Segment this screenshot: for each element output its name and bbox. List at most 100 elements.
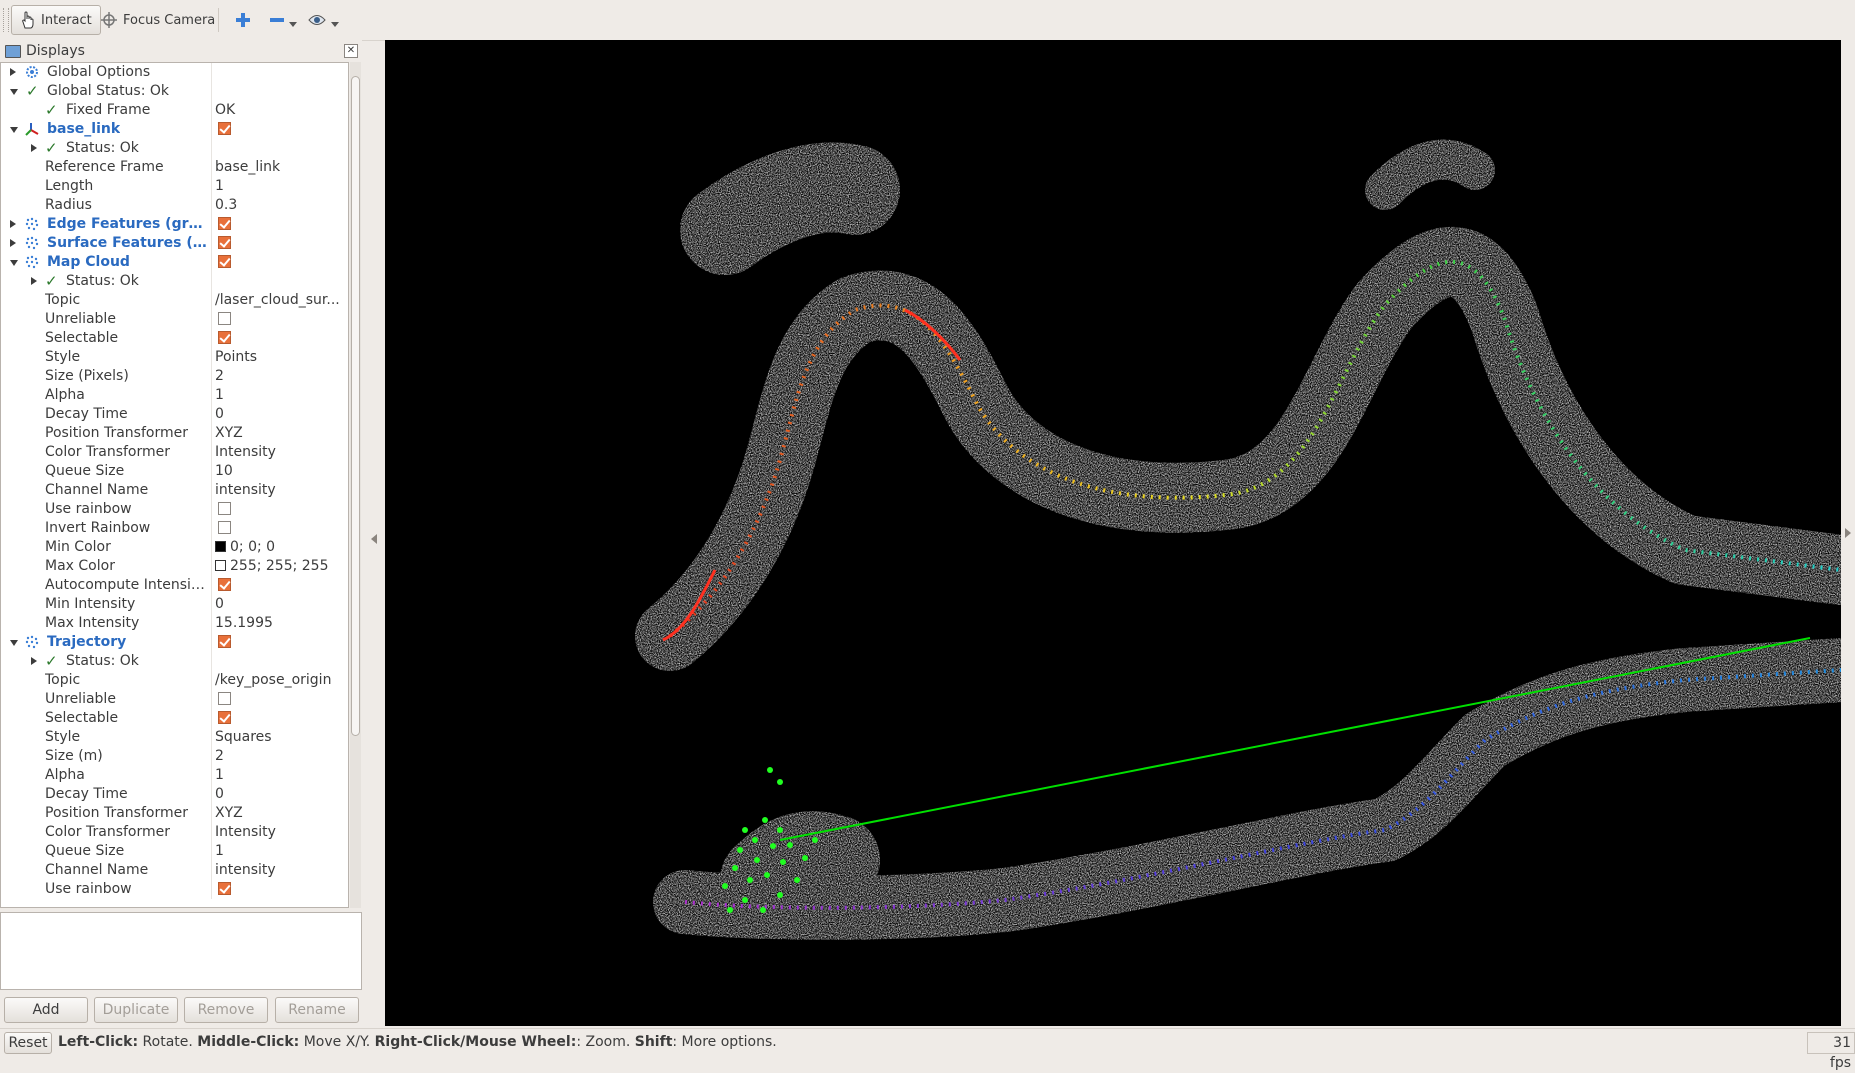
expand-arrow-icon[interactable] [10,239,16,247]
invert-rainbow-checkbox[interactable] [218,521,231,534]
tree-row-edge-features[interactable]: Edge Features (green) [1,215,348,234]
toolbar-grip[interactable] [3,8,9,32]
tree-row-value[interactable]: 255; 255; 255 [215,557,348,576]
expand-arrow-icon[interactable] [10,220,16,228]
tree-row-property[interactable]: Use rainbow [1,500,348,519]
collapse-arrow-icon[interactable] [10,127,18,133]
tree-row-value[interactable]: 0; 0; 0 [215,538,348,557]
tree-row-property[interactable]: Selectable [1,709,348,728]
enable-checkbox[interactable] [218,122,231,135]
tree-row-map-cloud[interactable]: Map Cloud [1,253,348,272]
tree-row-property[interactable]: Alpha 1 [1,766,348,785]
duplicate-button[interactable]: Duplicate [94,997,178,1023]
panel-splitter[interactable] [363,40,385,1028]
add-button[interactable]: Add [4,997,88,1023]
autocompute-checkbox[interactable] [218,578,231,591]
tree-row-property[interactable]: Max Color 255; 255; 255 [1,557,348,576]
tree-row-value[interactable]: 1 [215,843,224,859]
tree-row-property[interactable]: Min Intensity 0 [1,595,348,614]
expand-arrow-icon[interactable] [10,68,16,76]
tree-row-property[interactable]: Decay Time 0 [1,785,348,804]
displays-scrollbar[interactable] [350,62,361,908]
tree-row-value[interactable]: 0.3 [215,197,238,213]
panels-button[interactable] [300,5,347,35]
tree-row-property[interactable]: Topic /laser_cloud_sur... [1,291,348,310]
tree-row-property[interactable]: Topic /key_pose_origin [1,671,348,690]
tree-row-property[interactable]: Radius 0.3 [1,196,348,215]
tree-row-property[interactable]: Queue Size 10 [1,462,348,481]
collapse-arrow-icon[interactable] [10,89,18,95]
tree-row-surface-features[interactable]: Surface Features (pi... [1,234,348,253]
tree-row-value[interactable]: 0 [215,406,224,422]
tree-row-value[interactable]: XYZ [215,425,243,441]
reset-button[interactable]: Reset [4,1032,52,1054]
tree-row-value[interactable]: Squares [215,729,272,745]
enable-checkbox[interactable] [218,255,231,268]
tree-row-property[interactable]: Invert Rainbow [1,519,348,538]
tree-row-value[interactable]: XYZ [215,805,243,821]
rename-button[interactable]: Rename [275,997,359,1023]
tree-row-value[interactable]: Intensity [215,824,276,840]
tree-row-property[interactable]: Unreliable [1,690,348,709]
tree-row-value[interactable]: 2 [215,368,224,384]
collapse-right-icon[interactable] [1845,528,1851,538]
tree-row-property[interactable]: Unreliable [1,310,348,329]
add-tool-button[interactable] [228,5,258,35]
tree-row-property[interactable]: Size (m) 2 [1,747,348,766]
tree-row-value[interactable]: /laser_cloud_sur... [215,292,340,308]
tree-row-property[interactable]: Max Intensity 15.1995 [1,614,348,633]
scrollbar-thumb[interactable] [351,76,360,736]
tree-row-global-options[interactable]: Global Options [1,63,348,82]
tree-row-value[interactable]: 0 [215,786,224,802]
enable-checkbox[interactable] [218,236,231,249]
selectable-checkbox[interactable] [218,711,231,724]
tree-row-property[interactable]: Size (Pixels) 2 [1,367,348,386]
tree-row-value[interactable]: 1 [215,767,224,783]
expand-arrow-icon[interactable] [31,277,37,285]
tree-row-property[interactable]: Reference Frame base_link [1,158,348,177]
tree-row-value[interactable]: base_link [215,159,281,175]
remove-button[interactable]: Remove [184,997,268,1023]
tree-row-value[interactable]: /key_pose_origin [215,672,332,688]
expand-arrow-icon[interactable] [31,657,37,665]
focus-camera-button[interactable]: Focus Camera [92,5,223,35]
use-rainbow-checkbox[interactable] [218,502,231,515]
tree-row-property[interactable]: Position Transformer XYZ [1,804,348,823]
tree-row-property[interactable]: Channel Name intensity [1,861,348,880]
enable-checkbox[interactable] [218,635,231,648]
right-panel-splitter[interactable] [1841,40,1855,1026]
tree-row-property[interactable]: Autocompute Intensit... [1,576,348,595]
tree-row-property[interactable]: Min Color 0; 0; 0 [1,538,348,557]
tree-row-fixed-frame[interactable]: ✓ Fixed Frame OK [1,101,348,120]
tree-row-property[interactable]: Style Points [1,348,348,367]
tree-row-value[interactable]: 1 [215,387,224,403]
tree-row-property[interactable]: Color Transformer Intensity [1,443,348,462]
expand-arrow-icon[interactable] [31,144,37,152]
tree-row-property[interactable]: Color Transformer Intensity [1,823,348,842]
unreliable-checkbox[interactable] [218,312,231,325]
collapse-left-icon[interactable] [371,534,377,544]
tree-row-property[interactable]: Alpha 1 [1,386,348,405]
tree-row-property[interactable]: Length 1 [1,177,348,196]
tree-row-value[interactable]: Intensity [215,444,276,460]
remove-tool-button[interactable] [262,5,305,35]
tree-row-status[interactable]: ✓ Status: Ok [1,272,348,291]
tree-row-value[interactable]: 1 [215,178,224,194]
tree-row-value[interactable]: intensity [215,862,276,878]
close-icon[interactable]: ✕ [344,44,358,58]
interact-button[interactable]: Interact [11,5,101,35]
tree-row-property[interactable]: Position Transformer XYZ [1,424,348,443]
unreliable-checkbox[interactable] [218,692,231,705]
collapse-arrow-icon[interactable] [10,640,18,646]
tree-row-status[interactable]: ✓ Status: Ok [1,652,348,671]
tree-row-value[interactable]: Points [215,349,258,365]
tree-row-value[interactable]: 10 [215,463,233,479]
tree-row-property[interactable]: Selectable [1,329,348,348]
tree-row-value[interactable]: intensity [215,482,276,498]
tree-row-trajectory[interactable]: Trajectory [1,633,348,652]
enable-checkbox[interactable] [218,217,231,230]
tree-row-global-status[interactable]: ✓ Global Status: Ok [1,82,348,101]
tree-row-property[interactable]: Queue Size 1 [1,842,348,861]
tree-row-status[interactable]: ✓ Status: Ok [1,139,348,158]
tree-row-base-link[interactable]: base_link [1,120,348,139]
